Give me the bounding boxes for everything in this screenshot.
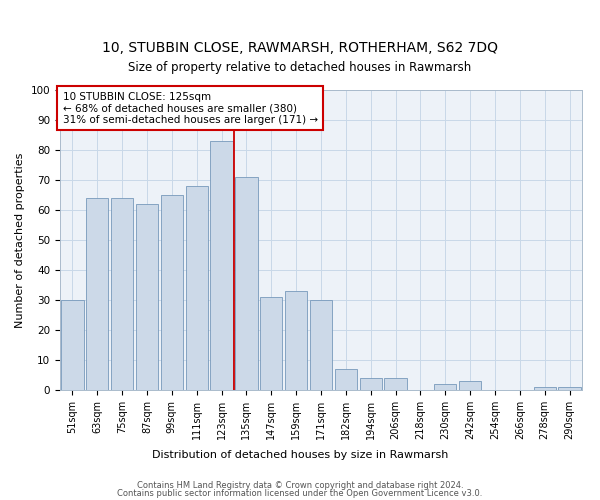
- Bar: [86, 198, 109, 390]
- Text: Contains HM Land Registry data © Crown copyright and database right 2024.: Contains HM Land Registry data © Crown c…: [137, 480, 463, 490]
- Bar: [136, 204, 158, 390]
- Text: Size of property relative to detached houses in Rawmarsh: Size of property relative to detached ho…: [128, 61, 472, 74]
- Bar: [335, 369, 357, 390]
- Bar: [235, 177, 257, 390]
- Text: 10 STUBBIN CLOSE: 125sqm
← 68% of detached houses are smaller (380)
31% of semi-: 10 STUBBIN CLOSE: 125sqm ← 68% of detach…: [62, 92, 318, 124]
- Bar: [185, 186, 208, 390]
- Y-axis label: Number of detached properties: Number of detached properties: [15, 152, 25, 328]
- Text: Distribution of detached houses by size in Rawmarsh: Distribution of detached houses by size …: [152, 450, 448, 460]
- Bar: [310, 300, 332, 390]
- Bar: [559, 387, 581, 390]
- Bar: [359, 378, 382, 390]
- Bar: [111, 198, 133, 390]
- Bar: [285, 291, 307, 390]
- Bar: [385, 378, 407, 390]
- Bar: [161, 195, 183, 390]
- Bar: [459, 381, 481, 390]
- Bar: [260, 297, 283, 390]
- Bar: [211, 141, 233, 390]
- Bar: [434, 384, 457, 390]
- Bar: [61, 300, 83, 390]
- Text: 10, STUBBIN CLOSE, RAWMARSH, ROTHERHAM, S62 7DQ: 10, STUBBIN CLOSE, RAWMARSH, ROTHERHAM, …: [102, 40, 498, 54]
- Text: Contains public sector information licensed under the Open Government Licence v3: Contains public sector information licen…: [118, 490, 482, 498]
- Bar: [533, 387, 556, 390]
